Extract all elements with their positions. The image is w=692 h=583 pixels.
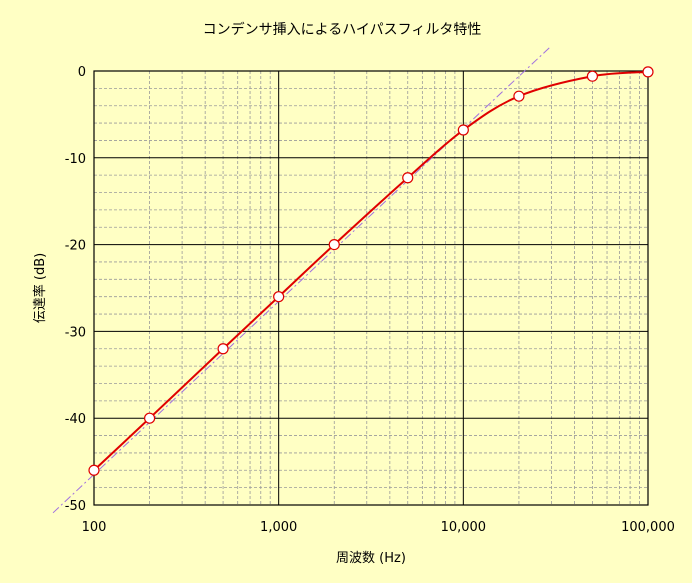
plot-background bbox=[94, 71, 648, 505]
plot-frame bbox=[93, 70, 649, 506]
x-axis-label: 周波数 (Hz) bbox=[336, 551, 406, 566]
plot-area: 100 1,000 10,000 100,000 0 -10 -20 -30 -40 -50 bbox=[52, 45, 675, 535]
y-tick-label: -20 bbox=[65, 239, 86, 254]
data-point-marker bbox=[143, 412, 156, 424]
data-point-marker bbox=[328, 239, 340, 251]
y-tick-label: -10 bbox=[65, 152, 86, 167]
x-tick-label: 100,000 bbox=[621, 520, 675, 535]
chart-title: コンデンサ挿入によるハイパスフィルタ特性 bbox=[203, 21, 482, 38]
data-point-marker bbox=[586, 70, 599, 82]
x-tick-label: 10,000 bbox=[441, 520, 487, 535]
data-point-marker bbox=[642, 66, 654, 78]
data-point-marker bbox=[457, 124, 469, 136]
x-tick-label: 1,000 bbox=[260, 520, 297, 535]
data-point-marker bbox=[88, 464, 100, 476]
y-tick-label: 0 bbox=[78, 65, 86, 80]
data-point-marker bbox=[402, 172, 414, 184]
y-tick-label: -30 bbox=[65, 325, 86, 340]
data-point-marker bbox=[217, 343, 229, 355]
data-point-marker bbox=[513, 90, 525, 102]
y-tick-label: -40 bbox=[65, 412, 86, 427]
y-axis-label: 伝達率 (dB) bbox=[32, 253, 48, 323]
y-tick-label: -50 bbox=[65, 499, 86, 514]
asymptote-line bbox=[52, 45, 552, 514]
x-tick-label: 100 bbox=[82, 520, 107, 535]
data-point-marker bbox=[273, 291, 285, 303]
response-curve bbox=[93, 70, 649, 472]
